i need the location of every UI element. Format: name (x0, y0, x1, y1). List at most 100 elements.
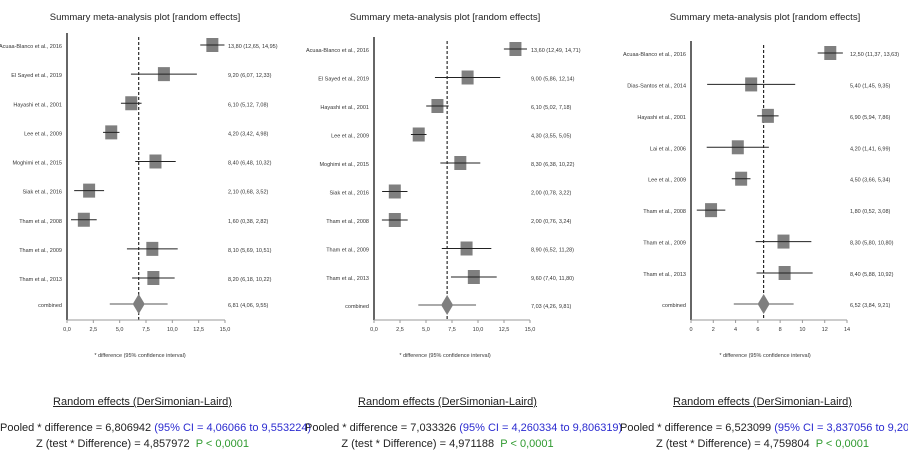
study-label: El Sayed et al., 2019 (11, 73, 62, 79)
z-text: Z (test * Difference) = 4,759804 (655, 438, 810, 450)
study-label: Moghimi et al., 2015 (319, 162, 369, 168)
x-tick-label: 15,0 (525, 327, 536, 333)
study-label: Lee et al., 2009 (331, 134, 369, 140)
study-value-label: 8,30 (6,38, 10,22) (531, 162, 575, 168)
study-label: El Sayed et al., 2019 (318, 77, 369, 83)
study-label: Lee et al., 2009 (24, 131, 62, 137)
study-label: Tham et al., 2013 (326, 276, 369, 282)
study-value-label: 4,20 (1,41, 6,99) (850, 146, 891, 152)
combined-value-label: 6,81 (4,06, 9,55) (228, 303, 269, 309)
study-value-label: 13,60 (12,49, 14,71) (531, 48, 581, 54)
p-text: P < 0,0001 (815, 438, 870, 450)
study-value-label: 6,90 (5,94, 7,86) (850, 115, 891, 121)
study-label: Moghimi et al., 2015 (12, 161, 62, 167)
x-tick-label: 15,0 (220, 327, 231, 333)
study-value-label: 4,20 (3,42, 4,98) (228, 131, 269, 137)
x-tick-label: 7,5 (448, 327, 456, 333)
study-value-label: 6,10 (5,12, 7,08) (228, 102, 269, 108)
study-label: Lee et al., 2009 (648, 178, 686, 184)
study-value-label: 13,80 (12,65, 14,95) (228, 44, 278, 50)
x-tick-label: 0 (689, 327, 692, 333)
study-label: Hayashi et al., 2001 (637, 115, 686, 121)
x-tick-label: 6 (756, 327, 759, 333)
study-value-label: 6,10 (5,02, 7,18) (531, 105, 572, 111)
study-label: Tham et al., 2009 (326, 248, 369, 254)
study-label: Acuaa-Blanco et al., 2016 (623, 52, 686, 58)
x-tick-label: 5,0 (422, 327, 430, 333)
study-value-label: 9,60 (7,40, 11,80) (531, 276, 574, 282)
z-text: Z (test * Difference) = 4,971188 (341, 438, 495, 450)
pooled-text: Pooled * difference = 6,806942 (0, 422, 152, 434)
ci-text: (95% CI = 4,260334 to 9,806319) (459, 422, 623, 434)
combined-value-label: 6,52 (3,84, 9,21) (850, 303, 891, 309)
x-axis-label: * difference (95% confidence interval) (94, 353, 185, 359)
combined-label: combined (662, 303, 686, 309)
study-value-label: 1,80 (0,52, 3,08) (850, 209, 891, 215)
x-tick-label: 2,5 (90, 327, 98, 333)
summary-heading: Random effects (DerSimonian-Laird) (358, 396, 537, 408)
x-axis-label: * difference (95% confidence interval) (719, 353, 810, 359)
study-value-label: 9,20 (6,07, 12,33) (228, 73, 272, 79)
study-label: Tham et al., 2008 (643, 209, 686, 215)
x-tick-label: 0,0 (370, 327, 378, 333)
study-label: Tham et al., 2013 (19, 277, 62, 283)
combined-diamond (441, 295, 454, 315)
study-label: Acuaa-Blanco et al., 2016 (306, 48, 369, 54)
summary-heading: Random effects (DerSimonian-Laird) (673, 396, 852, 408)
x-tick-label: 10,0 (167, 327, 178, 333)
combined-label: combined (38, 303, 62, 309)
ci-text: (95% CI = 3,837056 to 9,209142) (774, 422, 908, 434)
chart-title: Summary meta-analysis plot [random effec… (50, 12, 240, 23)
combined-diamond (132, 294, 145, 314)
study-label: Tham et al., 2008 (19, 219, 62, 225)
p-text: P < 0,0001 (500, 438, 554, 450)
study-label: Siak et al., 2016 (23, 190, 62, 196)
study-label: Acuaa-Blanco et al., 2016 (0, 44, 62, 50)
z-text: Z (test * Difference) = 4,857972 (35, 438, 190, 450)
study-value-label: 2,00 (0,78, 3,22) (531, 191, 572, 197)
study-value-label: 4,50 (3,66, 5,34) (850, 178, 891, 184)
combined-value-label: 7,03 (4,26, 9,81) (531, 304, 572, 310)
x-tick-label: 7,5 (142, 327, 150, 333)
x-tick-label: 4 (734, 327, 737, 333)
study-value-label: 8,10 (5,69, 10,51) (228, 248, 272, 254)
x-tick-label: 0,0 (63, 327, 71, 333)
study-value-label: 8,40 (6,48, 10,32) (228, 161, 272, 167)
x-tick-label: 10,0 (473, 327, 484, 333)
chart-title: Summary meta-analysis plot [random effec… (670, 12, 860, 23)
study-label: Tham et al., 2013 (643, 272, 686, 278)
study-value-label: 8,30 (5,80, 10,80) (850, 241, 894, 247)
chart-title: Summary meta-analysis plot [random effec… (350, 12, 540, 23)
combined-diamond (757, 294, 770, 314)
x-tick-label: 2 (712, 327, 715, 333)
x-tick-label: 12 (822, 327, 828, 333)
study-label: Tham et al., 2009 (19, 248, 62, 254)
x-tick-label: 8 (779, 327, 782, 333)
study-value-label: 8,20 (6,18, 10,22) (228, 277, 272, 283)
x-tick-label: 12,5 (499, 327, 510, 333)
x-tick-label: 12,5 (193, 327, 204, 333)
study-value-label: 2,00 (0,76, 3,24) (531, 219, 572, 225)
pooled-text: Pooled * difference = 7,033326 (305, 422, 457, 434)
combined-label: combined (345, 304, 369, 310)
study-value-label: 4,30 (3,55, 5,05) (531, 134, 572, 140)
x-tick-label: 5,0 (116, 327, 124, 333)
study-label: Hayashi et al., 2001 (320, 105, 369, 111)
study-value-label: 5,40 (1,45, 9,35) (850, 83, 891, 89)
study-value-label: 1,60 (0,38, 2,82) (228, 219, 269, 225)
x-axis-label: * difference (95% confidence interval) (399, 353, 490, 359)
x-tick-label: 2,5 (396, 327, 404, 333)
study-label: Hayashi et al., 2001 (13, 102, 62, 108)
study-label: Lai et al., 2006 (650, 146, 686, 152)
study-value-label: 8,40 (5,88, 10,92) (850, 272, 894, 278)
study-label: Siak et al., 2016 (330, 191, 369, 197)
study-value-label: 2,10 (0,68, 3,52) (228, 190, 269, 196)
study-value-label: 9,00 (5,86, 12,14) (531, 77, 575, 83)
study-label: Tham et al., 2008 (326, 219, 369, 225)
p-text: P < 0,0001 (195, 438, 250, 450)
study-value-label: 12,50 (11,37, 13,63) (850, 52, 899, 58)
study-label: Tham et al., 2009 (643, 241, 686, 247)
summary-heading: Random effects (DerSimonian-Laird) (53, 396, 232, 408)
pooled-text: Pooled * difference = 6,523099 (620, 422, 772, 434)
